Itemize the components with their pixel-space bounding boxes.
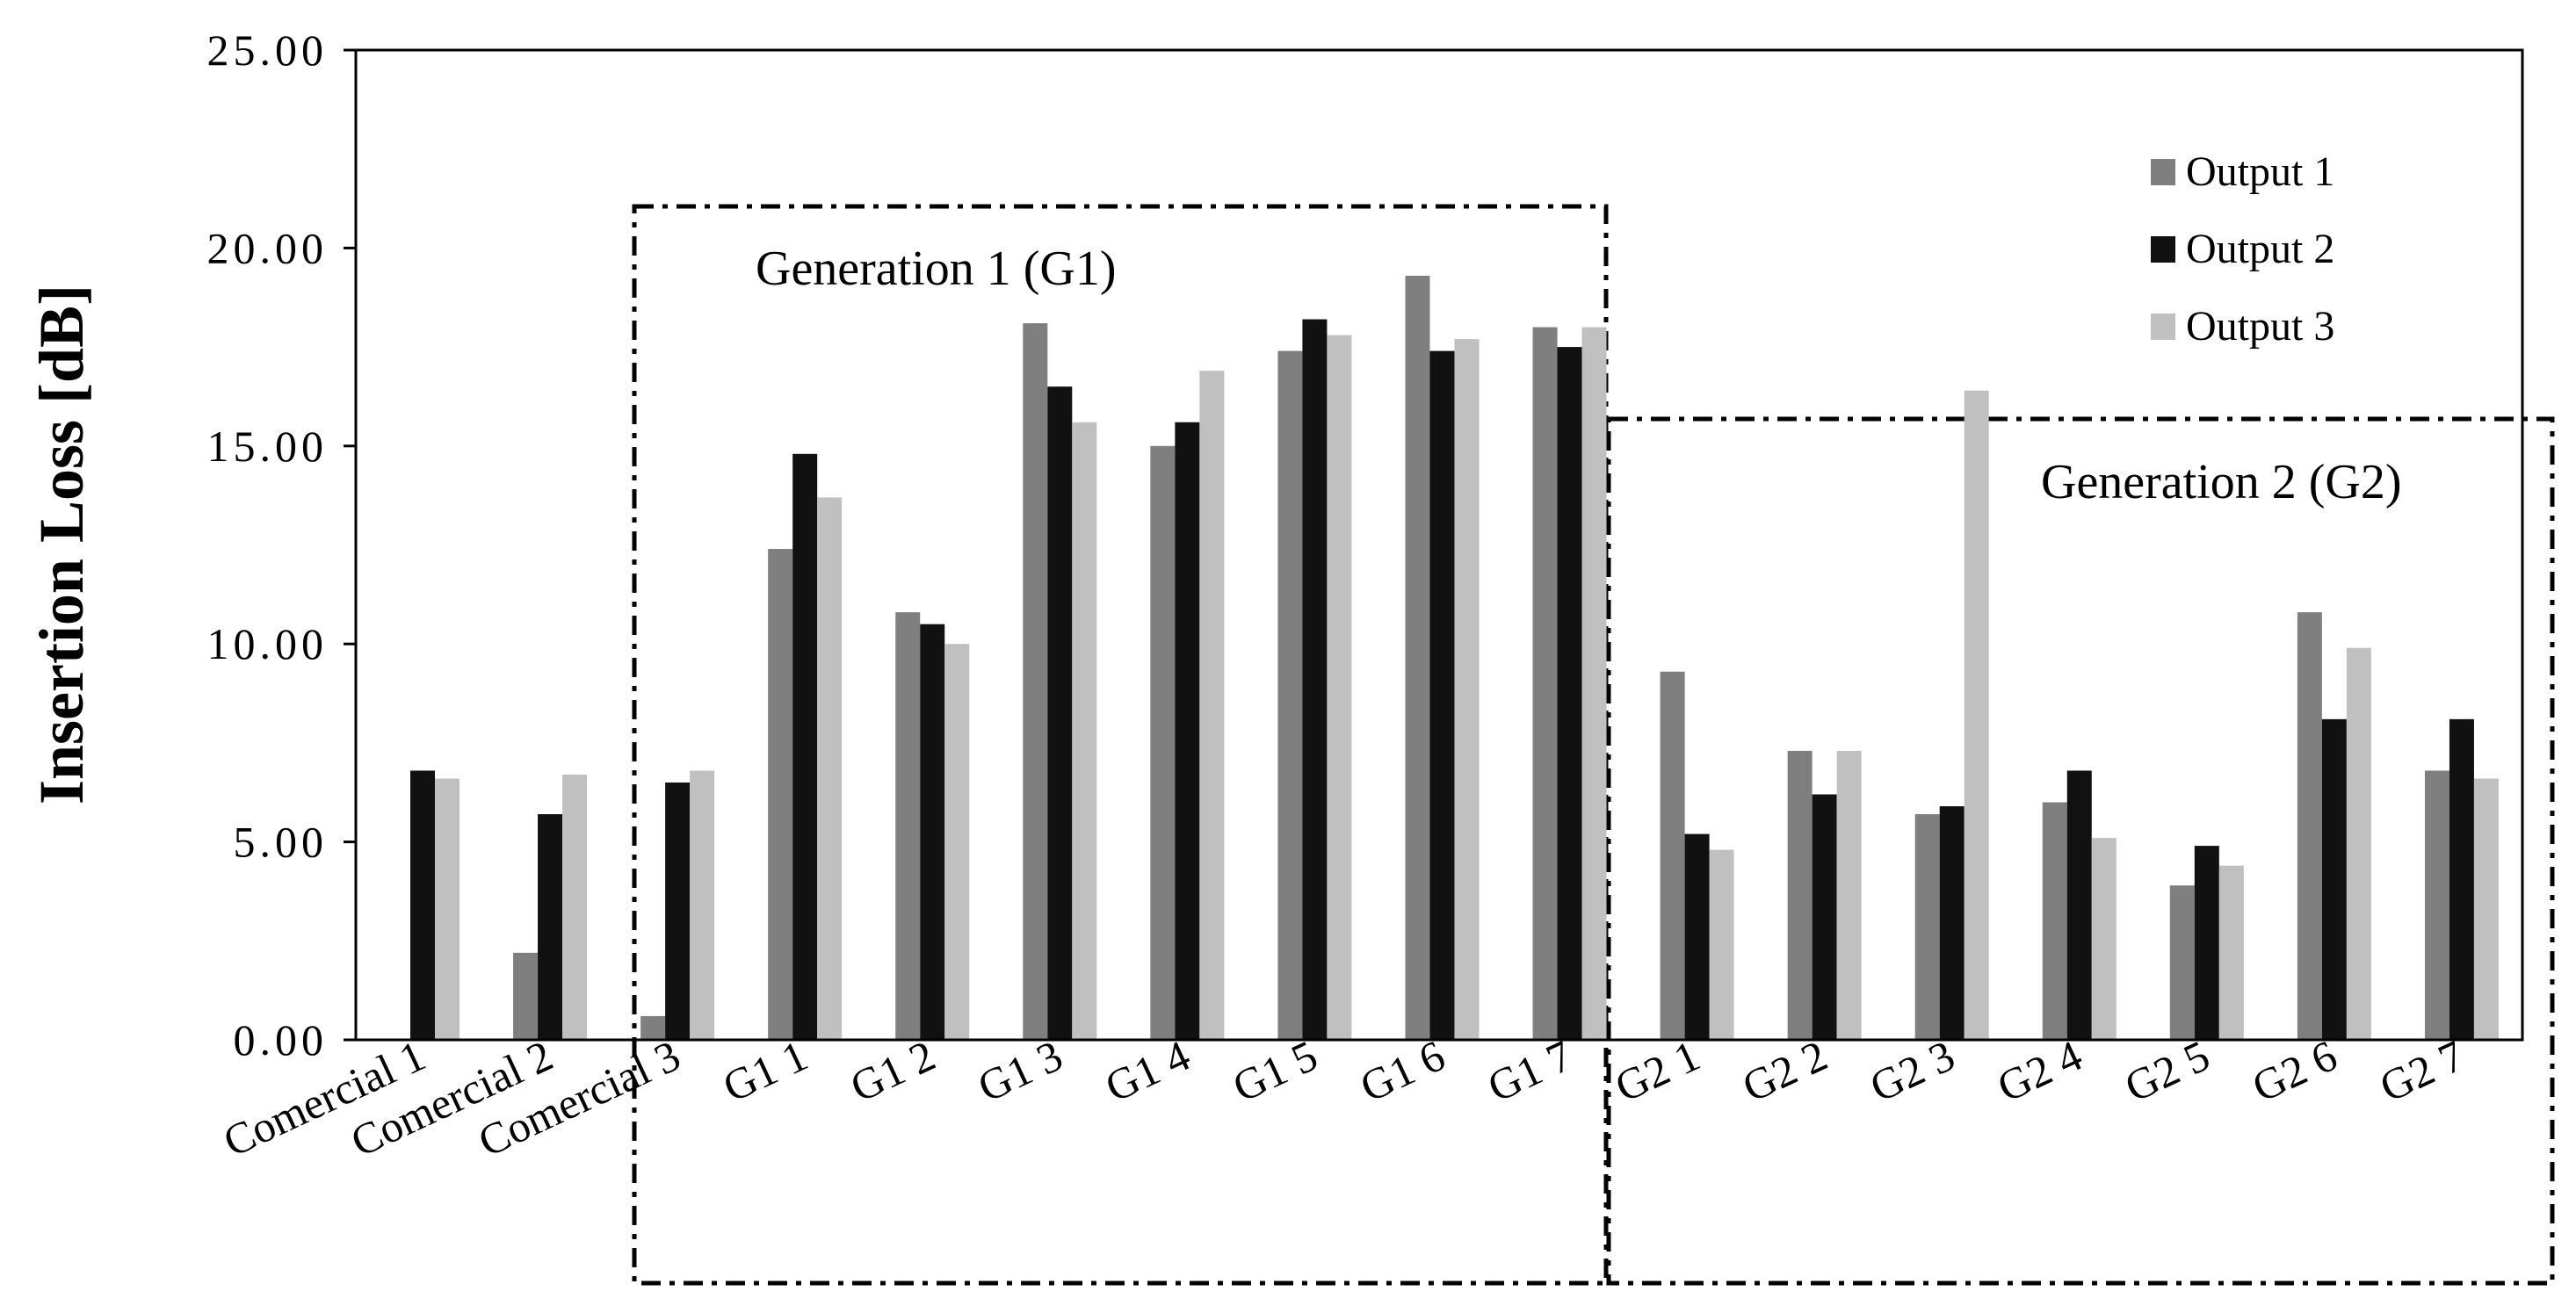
y-axis-title: Insertion Loss [dB] <box>26 285 97 804</box>
y-axis-ticks: 0.00 5.00 10.00 15.00 20.00 25.00 <box>207 25 356 1064</box>
legend-swatch <box>2151 236 2175 263</box>
bar-output-3-g2-1 <box>1709 849 1734 1040</box>
bar-output-3-g1-4 <box>1199 371 1225 1040</box>
x-category-label: G2 5 <box>2117 1030 2217 1111</box>
bar-output-2-g2-3 <box>1939 806 1965 1040</box>
annotation-label-generation-2: Generation 2 (G2) <box>2041 455 2402 509</box>
bar-output-2-g2-2 <box>1812 794 1837 1040</box>
bar-output-2-g1-3 <box>1047 386 1073 1040</box>
y-tick-label: 5.00 <box>234 818 329 867</box>
legend-label: Output 1 <box>2186 148 2334 195</box>
bar-output-2-g1-2 <box>920 624 945 1040</box>
bar-output-3-g2-3 <box>1964 390 1989 1040</box>
bar-output-3-g2-2 <box>1836 750 1862 1040</box>
x-category-label: G2 2 <box>1735 1030 1834 1111</box>
bar-output-2-g1-6 <box>1429 350 1455 1040</box>
bar-output-3-g1-6 <box>1454 339 1480 1041</box>
bar-output-3-g1-3 <box>1072 422 1097 1040</box>
bar-output-3-g2-7 <box>2473 778 2499 1040</box>
bar-output-2-g2-1 <box>1684 833 1710 1040</box>
bar-output-1-g1-7 <box>1532 327 1558 1040</box>
legend-swatch <box>2151 159 2175 185</box>
bar-output-1-g1-5 <box>1277 350 1303 1040</box>
bar-output-1-g1-1 <box>768 549 793 1040</box>
bars-layer <box>410 275 2499 1041</box>
x-category-label: G1 4 <box>1097 1030 1197 1111</box>
x-category-label: G1 3 <box>970 1030 1069 1111</box>
legend-swatch <box>2151 314 2175 340</box>
plot-area-frame <box>354 48 2524 1042</box>
bar-output-1-g1-2 <box>895 612 921 1040</box>
bar-output-2-g2-5 <box>2194 846 2219 1040</box>
legend-label: Output 2 <box>2186 226 2334 272</box>
bar-output-2-g2-6 <box>2321 718 2347 1040</box>
annotation-box-generation-2 <box>1606 416 2555 1286</box>
bar-output-3-g1-5 <box>1327 335 1352 1040</box>
x-category-label: G1 1 <box>715 1030 814 1111</box>
bar-output-1-g2-7 <box>2424 770 2449 1040</box>
annotation-label-generation-1: Generation 1 (G1) <box>756 242 1117 296</box>
bar-output-3-g1-7 <box>1581 327 1607 1040</box>
bar-output-3-g1-1 <box>817 497 843 1040</box>
bar-output-3-comercial-3 <box>690 770 715 1040</box>
bar-output-3-g2-4 <box>2091 838 2117 1040</box>
bar-output-2-g1-7 <box>1557 347 1582 1041</box>
y-tick-label: 15.00 <box>207 422 329 471</box>
bar-output-3-comercial-2 <box>562 774 588 1040</box>
bar-output-1-g2-5 <box>2169 885 2195 1040</box>
bar-output-1-g2-6 <box>2297 612 2322 1040</box>
x-category-label: G1 7 <box>1480 1030 1580 1111</box>
y-tick-label: 0.00 <box>234 1015 329 1064</box>
bar-output-2-g1-5 <box>1302 319 1328 1040</box>
bar-output-1-g1-6 <box>1405 275 1430 1040</box>
bar-output-1-g2-2 <box>1787 750 1813 1040</box>
x-category-label: G2 1 <box>1608 1030 1707 1111</box>
annotation-layer: Generation 1 (G1) Generation 2 (G2) <box>632 204 2555 1286</box>
bar-output-1-comercial-2 <box>513 952 539 1040</box>
y-tick-label: 10.00 <box>207 619 329 668</box>
annotation-box-generation-1 <box>632 204 1609 1286</box>
x-category-label: G1 2 <box>843 1030 942 1111</box>
bar-output-2-g2-4 <box>2066 770 2092 1040</box>
bar-output-3-g1-2 <box>944 644 970 1040</box>
bar-output-2-comercial-3 <box>665 782 691 1040</box>
bar-output-3-g2-5 <box>2218 865 2244 1040</box>
legend-label: Output 3 <box>2186 303 2334 350</box>
bar-output-1-g1-3 <box>1023 323 1048 1040</box>
bar-output-2-g1-1 <box>792 453 818 1040</box>
x-category-label: G2 6 <box>2245 1030 2344 1111</box>
bar-output-1-comercial-3 <box>640 1015 666 1040</box>
y-tick-label: 25.00 <box>207 25 329 75</box>
legend: Output 1 Output 2 Output 3 <box>2151 148 2334 350</box>
x-category-label: G1 6 <box>1353 1030 1452 1111</box>
y-tick-label: 20.00 <box>207 223 329 272</box>
x-category-label: G2 4 <box>1990 1030 2089 1111</box>
bar-output-1-g2-4 <box>2042 802 2067 1040</box>
bar-output-3-g2-6 <box>2346 647 2371 1040</box>
bar-output-1-g2-1 <box>1660 671 1685 1040</box>
bar-output-3-comercial-1 <box>435 778 459 1040</box>
bar-output-2-comercial-1 <box>410 770 435 1040</box>
x-category-label: G2 7 <box>2372 1030 2471 1111</box>
bar-output-1-g2-3 <box>1914 814 1940 1040</box>
x-category-label: G1 5 <box>1226 1030 1325 1111</box>
bar-output-2-g1-4 <box>1175 422 1200 1040</box>
bar-output-2-g2-7 <box>2449 718 2474 1040</box>
x-category-label: G2 3 <box>1863 1030 1962 1111</box>
bar-output-1-g1-4 <box>1150 445 1176 1040</box>
bar-output-2-comercial-2 <box>538 814 563 1040</box>
